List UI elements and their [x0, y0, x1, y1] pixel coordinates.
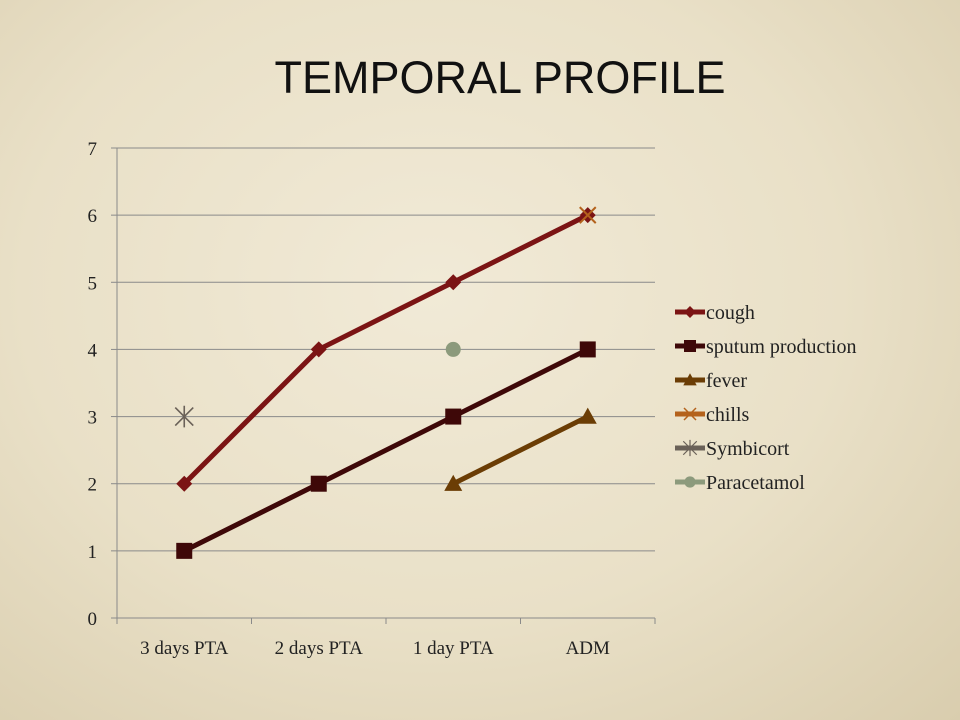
legend-label-chills: chills	[706, 404, 750, 426]
y-tick-label: 7	[88, 139, 98, 160]
legend-marker-chills	[683, 407, 697, 421]
data-point-cough	[310, 341, 327, 358]
series-line-fever	[452, 414, 589, 486]
data-point-cough	[445, 274, 462, 291]
legend-marker-cough	[684, 306, 696, 318]
axes: 0 1 2 3 4 5 6 7 3 days PTA 2 days PTA 1 day PTA ADM	[88, 139, 656, 659]
y-tick-label: 0	[88, 609, 98, 630]
series-layer	[174, 206, 597, 559]
legend-label-sputum-production: sputum production	[706, 336, 857, 358]
y-tick-label: 2	[88, 475, 98, 496]
data-point-fever	[578, 407, 597, 424]
legend: cough sputum production fever chills Symbico…	[675, 302, 857, 494]
gridlines	[117, 147, 655, 552]
data-point-sputum-production	[176, 542, 193, 559]
x-tick-label: 3 days PTA	[140, 638, 228, 659]
x-tick-label: 2 days PTA	[275, 638, 363, 659]
legend-label-symbicort: Symbicort	[706, 438, 790, 460]
y-tick-label: 4	[88, 340, 98, 361]
y-tick-label: 1	[88, 542, 98, 563]
data-point-sputum-production	[445, 408, 462, 425]
legend-marker-sputum-production	[684, 340, 696, 352]
data-point-chills	[579, 206, 597, 224]
legend-label-fever: fever	[706, 370, 747, 392]
legend-label-paracetamol: Paracetamol	[706, 472, 805, 494]
y-tick-label: 6	[88, 206, 98, 227]
y-tick-label: 5	[88, 273, 98, 294]
series-line-sputum-production	[183, 347, 589, 554]
series-line-cough	[182, 212, 589, 486]
data-point-cough	[176, 475, 193, 492]
data-point-sputum-production	[579, 341, 596, 358]
data-point-paracetamol	[445, 341, 461, 357]
data-point-sputum-production	[310, 475, 327, 492]
x-tick-label: 1 day PTA	[413, 638, 494, 659]
legend-marker-paracetamol	[684, 476, 696, 488]
legend-marker-symbicort	[682, 439, 698, 457]
data-point-fever	[444, 474, 463, 491]
slide-title: TEMPORAL PROFILE	[274, 52, 726, 103]
legend-marker-fever	[683, 373, 697, 386]
data-point-symbicort	[174, 405, 194, 428]
x-tick-label: ADM	[566, 638, 610, 659]
y-tick-label: 3	[88, 408, 98, 429]
legend-label-cough: cough	[706, 302, 755, 324]
